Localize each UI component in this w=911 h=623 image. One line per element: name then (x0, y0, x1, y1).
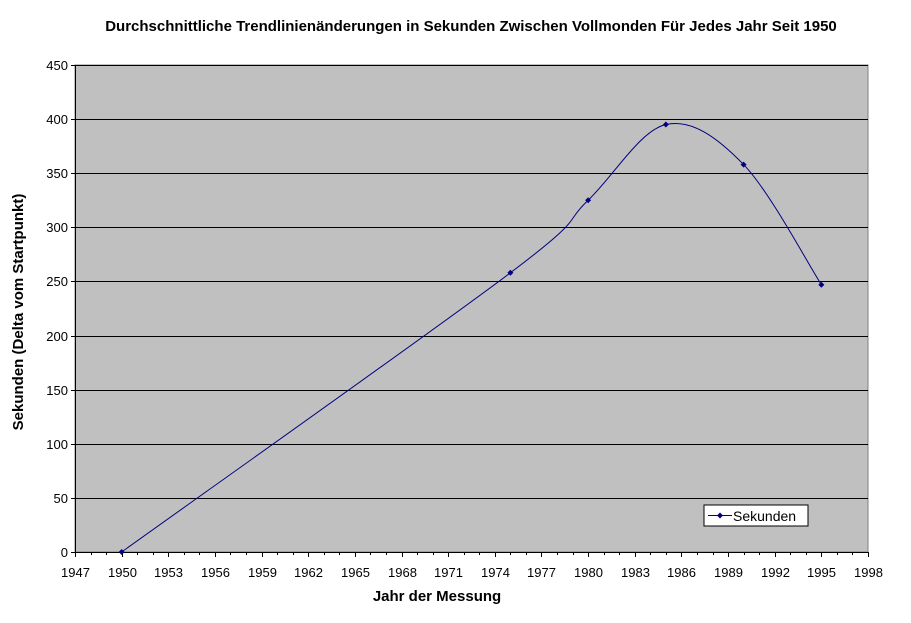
legend-label: Sekunden (733, 508, 796, 524)
y-tick-label: 450 (46, 58, 68, 73)
y-tick-labels: 0 50 100 150 200 250 300 350 400 450 (46, 58, 68, 560)
y-axis-label: Sekunden (Delta vom Startpunkt) (10, 194, 27, 431)
x-tick-label: 1968 (388, 565, 417, 580)
x-tick-labels: 1947 1950 1953 1956 1959 1962 1965 1968 1971 1974… (61, 565, 883, 580)
x-tick-label: 1983 (621, 565, 650, 580)
x-tick-label: 1989 (714, 565, 743, 580)
y-tick-label: 400 (46, 112, 68, 127)
data-point (662, 121, 669, 128)
x-tick-label: 1965 (341, 565, 370, 580)
y-tick-label: 250 (46, 274, 68, 289)
x-tick-label: 1953 (154, 565, 183, 580)
data-point (740, 161, 747, 168)
x-tick-label: 1962 (294, 565, 323, 580)
y-tick-label: 100 (46, 437, 68, 452)
y-tick-label: 350 (46, 166, 68, 181)
x-tick-label: 1992 (761, 565, 790, 580)
y-tick-label: 0 (61, 545, 68, 560)
x-tick-label: 1998 (854, 565, 883, 580)
data-point (585, 197, 592, 204)
legend-marker (717, 512, 723, 519)
legend: Sekunden (703, 504, 809, 527)
y-tick-label: 300 (46, 220, 68, 235)
axes (71, 65, 869, 557)
x-tick-label: 1974 (481, 565, 510, 580)
legend-box (703, 504, 809, 527)
x-tick-label: 1995 (807, 565, 836, 580)
grid-lines (75, 65, 868, 499)
x-tick-label: 1971 (434, 565, 463, 580)
data-point (818, 281, 825, 288)
data-point (118, 549, 125, 555)
plot-area (74, 64, 869, 553)
y-tick-label: 150 (46, 383, 68, 398)
y-tick-label: 50 (54, 491, 68, 506)
series-group (118, 121, 825, 555)
data-point (507, 269, 514, 276)
x-tick-label: 1980 (574, 565, 603, 580)
chart-title: Durchschnittliche Trendlinienänderungen … (105, 18, 837, 35)
x-tick-label: 1986 (667, 565, 696, 580)
x-tick-label: 1977 (527, 565, 556, 580)
x-tick-label: 1959 (248, 565, 277, 580)
x-tick-label: 1950 (108, 565, 137, 580)
x-tick-label: 1956 (201, 565, 230, 580)
y-tick-label: 200 (46, 329, 68, 344)
x-axis-label: Jahr der Messung (373, 588, 501, 605)
x-tick-label: 1947 (61, 565, 90, 580)
